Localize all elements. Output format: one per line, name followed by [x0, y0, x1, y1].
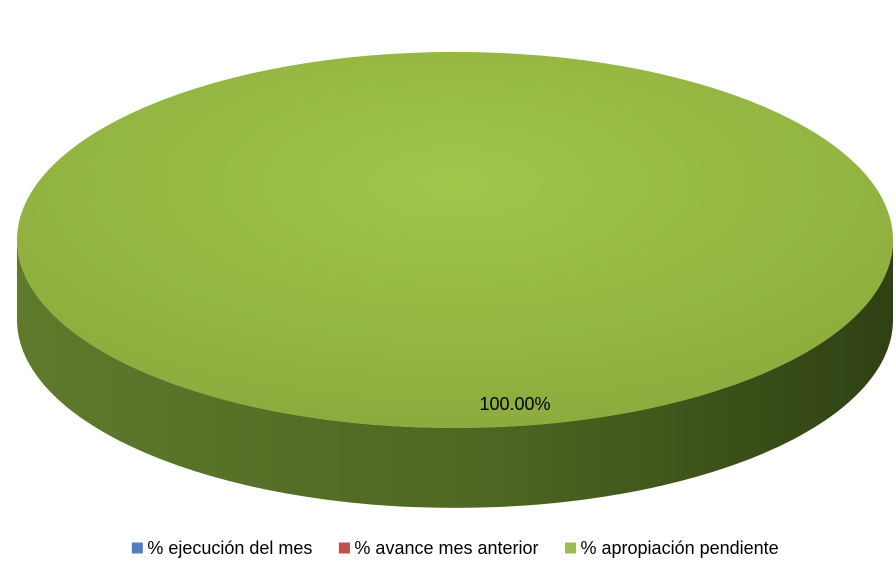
legend-marker [337, 541, 351, 555]
pie-side [17, 240, 893, 508]
legend: % ejecución del mes % avance mes anterior… [130, 538, 779, 558]
legend-label: % avance mes anterior [354, 538, 538, 558]
legend-label: % apropiación pendiente [581, 538, 779, 558]
pie-slice [16, 51, 894, 429]
data-label: 100.00% [479, 394, 550, 414]
legend-marker [564, 541, 578, 555]
legend-label: % ejecución del mes [147, 538, 312, 558]
legend-marker [130, 541, 144, 555]
